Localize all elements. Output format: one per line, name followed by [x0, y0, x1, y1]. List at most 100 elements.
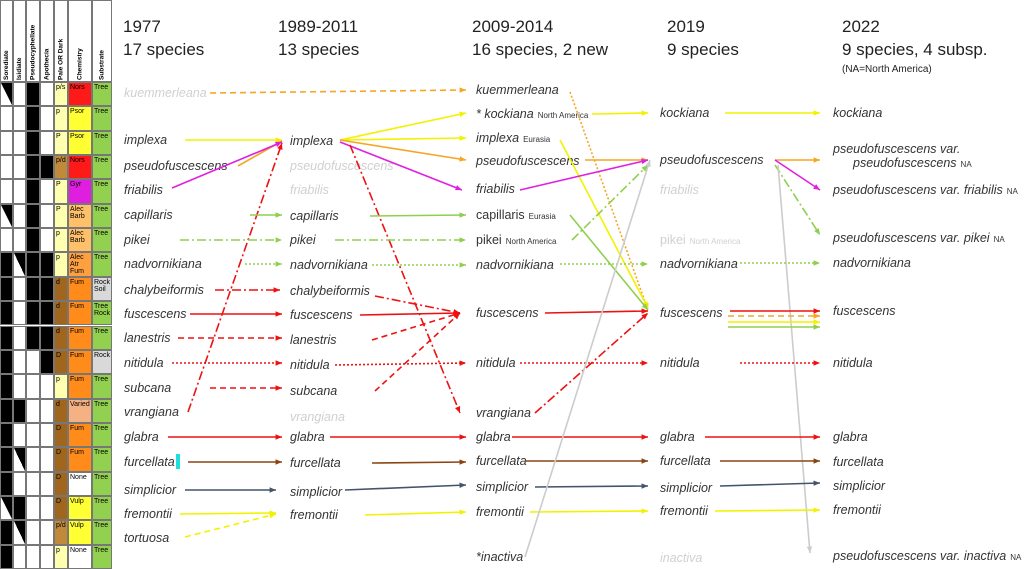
species-label: inactiva	[660, 551, 702, 565]
arrow	[339, 137, 467, 141]
trait-cell	[0, 398, 13, 423]
arrow	[171, 141, 283, 189]
column-year: 1989-2011	[278, 17, 358, 36]
arrow-head	[641, 303, 648, 310]
species-name: kuemmerleana	[124, 86, 207, 100]
species-label: simplicior	[476, 480, 529, 494]
pale-cell: d	[54, 276, 68, 302]
species-name: lanestris	[124, 331, 171, 345]
species-name: subcana	[290, 384, 337, 398]
arrow-head	[455, 406, 461, 413]
arrow-head	[459, 87, 466, 93]
substrate-cell: Tree	[92, 82, 112, 107]
pale-cell: D	[54, 495, 68, 521]
arrow-head	[275, 434, 282, 440]
species-label: glabra	[124, 430, 159, 444]
arrow-head	[641, 261, 648, 267]
substrate-cell: Tree	[92, 374, 112, 399]
species-name: kockiana	[660, 106, 709, 120]
trait-cell	[26, 130, 40, 156]
trait-cell	[26, 179, 40, 204]
species-label: nadvornikiana	[124, 257, 202, 271]
substrate-cell: Tree	[92, 179, 112, 204]
pale-cell: p	[54, 106, 68, 131]
arrow-head	[453, 313, 460, 320]
arrow-head	[275, 335, 282, 341]
species-note: Eurasia	[529, 212, 557, 221]
arrow-head	[269, 487, 276, 493]
trait-cell	[26, 520, 40, 545]
species-name: pikei	[289, 233, 317, 247]
trait-cell	[13, 276, 26, 302]
species-name: furcellata	[833, 455, 884, 469]
pale-cell: p/s	[54, 82, 68, 107]
species-name: implexa	[124, 133, 167, 147]
species-label: friabilis	[124, 183, 163, 197]
trait-cell	[40, 228, 54, 253]
species-name: fuscescens	[290, 308, 353, 322]
trait-cell	[26, 301, 40, 326]
column-count: 13 species	[278, 40, 359, 59]
arrow	[591, 112, 649, 115]
trait-cell	[0, 301, 13, 326]
trait-cell	[0, 130, 13, 156]
pale-cell: d	[54, 301, 68, 326]
species-name: glabra	[833, 430, 868, 444]
trait-cell	[40, 252, 54, 277]
species-label: pseudofuscescens var. inactiva NA	[832, 549, 1022, 563]
species-label: simplicior	[660, 481, 713, 495]
species-label: pikei North America	[660, 233, 741, 247]
trait-cell	[26, 544, 40, 569]
species-label: fuscescens	[660, 306, 723, 320]
arrow	[369, 214, 467, 217]
species-label: nadvornikiana	[833, 256, 911, 270]
trait-cell	[40, 82, 54, 107]
pale-cell: D	[54, 471, 68, 496]
species-label: pikei	[123, 233, 151, 247]
arrow	[777, 164, 811, 554]
species-label: pikei North America	[476, 233, 557, 247]
species-label: glabra	[833, 430, 868, 444]
arrow-head	[813, 308, 820, 314]
trait-cell	[26, 252, 40, 277]
arrow-head	[641, 508, 648, 514]
species-label: chalybeiformis	[290, 284, 370, 298]
species-name: fremontii	[476, 505, 525, 519]
species-name: capillaris	[124, 208, 173, 222]
species-name: nitidula	[660, 356, 700, 370]
species-note: NA	[1010, 553, 1022, 562]
substrate-cell: Tree	[92, 155, 112, 180]
species-label: subcana	[290, 384, 337, 398]
trait-cell	[40, 276, 54, 302]
arrow-head	[275, 311, 282, 317]
column-note: (NA=North America)	[842, 64, 932, 75]
arrow	[569, 91, 649, 311]
trait-cell	[13, 228, 26, 253]
species-label: *inactiva	[476, 550, 523, 564]
species-name: furcellata	[124, 455, 175, 469]
trait-cell	[40, 325, 54, 350]
trait-cell	[13, 203, 26, 229]
arrow-head	[813, 507, 820, 513]
species-name: friabilis	[476, 182, 515, 196]
pale-cell: d	[54, 398, 68, 423]
trait-cell	[13, 106, 26, 131]
species-name: vrangiana	[124, 405, 179, 419]
trait-cell	[40, 471, 54, 496]
pale-cell: p	[54, 228, 68, 253]
trait-cell	[0, 203, 13, 229]
species-note: NA	[994, 235, 1006, 244]
arrow-head	[459, 262, 466, 268]
arrow-head	[813, 434, 820, 440]
species-name: fremontii	[124, 507, 173, 521]
arrow-head	[814, 228, 820, 235]
trait-cell	[40, 544, 54, 569]
species-label: vrangiana	[124, 405, 179, 419]
pale-cell: p/d	[54, 155, 68, 180]
trait-cell	[26, 155, 40, 180]
substrate-cell: Tree	[92, 520, 112, 545]
arrow-head	[813, 313, 820, 319]
chemistry-cell: Alec Barb	[68, 203, 92, 229]
species-name: vrangiana	[290, 410, 345, 424]
